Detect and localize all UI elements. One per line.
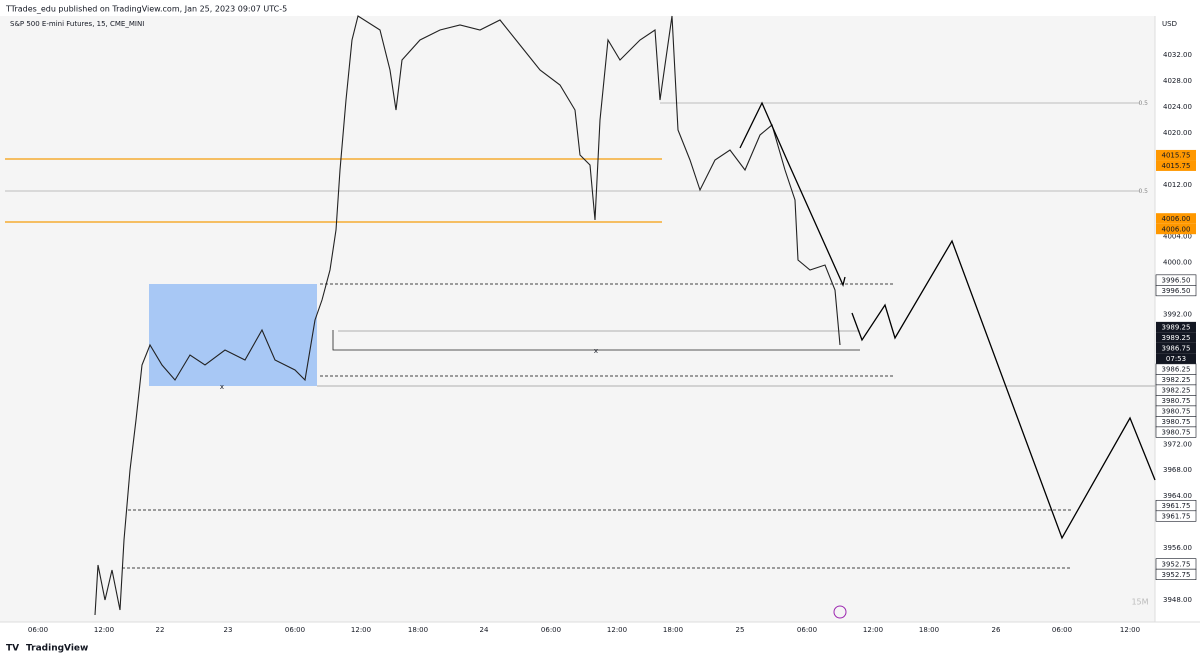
time-tick-label: 26 bbox=[992, 626, 1001, 634]
time-tick-label: 25 bbox=[736, 626, 745, 634]
marker-x: x bbox=[220, 383, 224, 391]
price-tag-label: 3980.75 bbox=[1162, 397, 1191, 405]
time-tick-label: 06:00 bbox=[28, 626, 48, 634]
fib-label: 0.5 bbox=[1138, 188, 1148, 195]
price-tag bbox=[1156, 223, 1196, 235]
price-tag-label: 3980.75 bbox=[1162, 429, 1191, 437]
price-tick-label: 4020.00 bbox=[1163, 129, 1192, 137]
price-tick-label: 4024.00 bbox=[1163, 103, 1192, 111]
price-tag-label: 3989.25 bbox=[1162, 324, 1191, 332]
price-tick-label: 3956.00 bbox=[1163, 544, 1192, 552]
time-tick-label: 12:00 bbox=[1120, 626, 1140, 634]
price-tick-label: 3992.00 bbox=[1163, 311, 1192, 319]
price-tag bbox=[1155, 285, 1197, 297]
price-tag-label: 4015.75 bbox=[1162, 152, 1191, 160]
price-tick-label: 4012.00 bbox=[1163, 181, 1192, 189]
price-tag bbox=[1155, 510, 1197, 522]
price-tick-label: 4000.00 bbox=[1163, 259, 1192, 267]
price-tick-label: 3972.00 bbox=[1163, 440, 1192, 448]
marker-x: x bbox=[594, 347, 598, 355]
fib-label: 0.5 bbox=[1138, 100, 1148, 107]
footer-logo: TV bbox=[6, 644, 19, 654]
price-tag bbox=[1156, 149, 1196, 161]
price-tag bbox=[1156, 353, 1196, 364]
time-tick-label: 18:00 bbox=[408, 626, 428, 634]
time-tick-label: 12:00 bbox=[94, 626, 114, 634]
price-tag-label: 07:53 bbox=[1166, 355, 1186, 363]
currency-label: USD bbox=[1162, 20, 1177, 28]
price-tag-label: 3952.75 bbox=[1162, 571, 1191, 579]
price-tag-label: 3982.25 bbox=[1162, 376, 1191, 384]
time-tick-label: 23 bbox=[224, 626, 233, 634]
time-tick-label: 06:00 bbox=[285, 626, 305, 634]
price-tag-label: 3982.25 bbox=[1162, 387, 1191, 395]
price-tag bbox=[1156, 160, 1196, 171]
publish-header: TTrades_edu published on TradingView.com… bbox=[5, 5, 287, 14]
time-tick-label: 06:00 bbox=[797, 626, 817, 634]
level-line bbox=[332, 330, 860, 351]
interval-watermark: 15M bbox=[1131, 598, 1148, 607]
price-tag-label: 3980.75 bbox=[1162, 408, 1191, 416]
time-tick-label: 24 bbox=[480, 626, 489, 634]
price-tick-label: 3948.00 bbox=[1163, 596, 1192, 604]
price-tag bbox=[1156, 321, 1196, 333]
time-tick-label: 22 bbox=[156, 626, 165, 634]
price-tag-label: 3986.75 bbox=[1162, 345, 1191, 353]
time-tick-label: 18:00 bbox=[663, 626, 683, 634]
price-tag-label: 3980.75 bbox=[1162, 418, 1191, 426]
price-tick-label: 4004.00 bbox=[1163, 233, 1192, 241]
trend-line bbox=[739, 101, 846, 287]
price-tag-label: 4006.00 bbox=[1162, 215, 1191, 223]
drawings: x x bbox=[5, 15, 1156, 619]
price-tag-label: 3986.25 bbox=[1162, 366, 1191, 374]
price-tag-label: 3952.75 bbox=[1162, 560, 1191, 568]
time-tick-label: 18:00 bbox=[919, 626, 939, 634]
price-tag-label: 3996.50 bbox=[1162, 287, 1191, 295]
price-tag-label: 4006.00 bbox=[1162, 225, 1191, 233]
time-tick-label: 06:00 bbox=[1052, 626, 1072, 634]
footer-brand: TradingView bbox=[26, 644, 88, 654]
time-tick-label: 12:00 bbox=[863, 626, 883, 634]
projection-path bbox=[851, 239, 1156, 540]
price-tick-label: 3968.00 bbox=[1163, 466, 1192, 474]
price-tag bbox=[1156, 213, 1196, 224]
time-tick-label: 12:00 bbox=[607, 626, 627, 634]
price-tag-label: 4015.75 bbox=[1162, 162, 1191, 170]
price-tag bbox=[1156, 342, 1196, 354]
price-tag-label: 3961.75 bbox=[1162, 502, 1191, 510]
price-tag-label: 3989.25 bbox=[1162, 334, 1191, 342]
price-tag bbox=[1155, 426, 1197, 438]
range-box bbox=[149, 284, 317, 386]
price-tag bbox=[1156, 332, 1196, 343]
time-tick-label: 12:00 bbox=[351, 626, 371, 634]
price-tick-label: 4028.00 bbox=[1163, 77, 1192, 85]
price-tag-label: 3996.50 bbox=[1162, 277, 1191, 285]
event-icon[interactable] bbox=[833, 605, 847, 619]
price-path bbox=[94, 15, 841, 616]
price-tick-label: 3964.00 bbox=[1163, 492, 1192, 500]
price-tick-label: 4032.00 bbox=[1163, 51, 1192, 59]
symbol-legend: S&P 500 E-mini Futures, 15, CME_MINI bbox=[10, 20, 144, 28]
time-tick-label: 06:00 bbox=[541, 626, 561, 634]
price-tag bbox=[1155, 568, 1197, 580]
price-tag-label: 3961.75 bbox=[1162, 513, 1191, 521]
